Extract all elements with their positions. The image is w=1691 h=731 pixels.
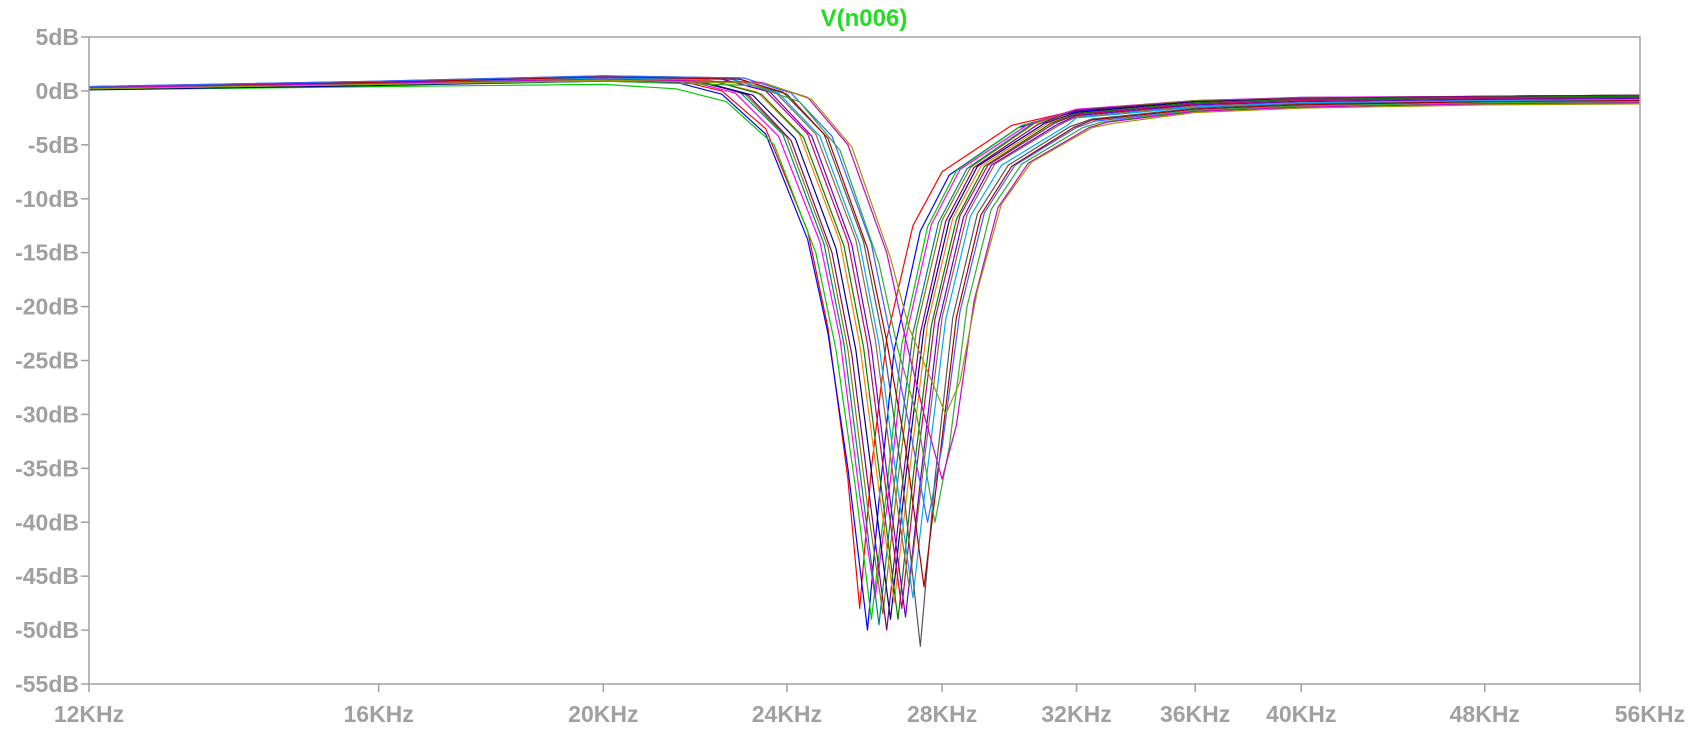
chart-title: V(n006) — [821, 5, 908, 32]
x-tick-label: 16KHz — [343, 701, 413, 727]
x-tick-label: 32KHz — [1041, 701, 1111, 727]
series-group — [88, 75, 1641, 647]
x-tick-label: 56KHz — [1615, 701, 1685, 727]
y-tick-label: -55dB — [15, 671, 79, 697]
y-tick-label: -10dB — [15, 186, 79, 212]
y-tick-label: -30dB — [15, 401, 79, 427]
x-tick-label: 12KHz — [54, 701, 124, 727]
y-axis: 5dB 0dB -5dB -10dB -15dB -20dB -25dB -30dB -35dB… — [15, 24, 89, 697]
x-tick-label: 28KHz — [907, 701, 977, 727]
series-line — [88, 79, 1641, 415]
x-tick-label: 36KHz — [1160, 701, 1230, 727]
x-tick-label: 48KHz — [1450, 701, 1520, 727]
y-tick-label: -40dB — [15, 509, 79, 535]
y-tick-label: 0dB — [36, 78, 79, 104]
y-tick-label: -25dB — [15, 348, 79, 374]
y-tick-label: -35dB — [15, 455, 79, 481]
y-tick-label: -20dB — [15, 294, 79, 320]
y-tick-label: -50dB — [15, 617, 79, 643]
x-axis: 12KHz 16KHz 20KHz 24KHz 28KHz 32KHz 36KHz 40KHz… — [54, 684, 1685, 727]
series-line — [88, 80, 1641, 523]
y-tick-label: -45dB — [15, 563, 79, 589]
y-tick-label: 5dB — [36, 24, 79, 50]
y-tick-label: -15dB — [15, 240, 79, 266]
series-line — [88, 79, 1641, 620]
x-tick-label: 24KHz — [752, 701, 822, 727]
y-tick-label: -5dB — [28, 132, 79, 158]
x-tick-label: 20KHz — [568, 701, 638, 727]
x-tick-label: 40KHz — [1266, 701, 1336, 727]
